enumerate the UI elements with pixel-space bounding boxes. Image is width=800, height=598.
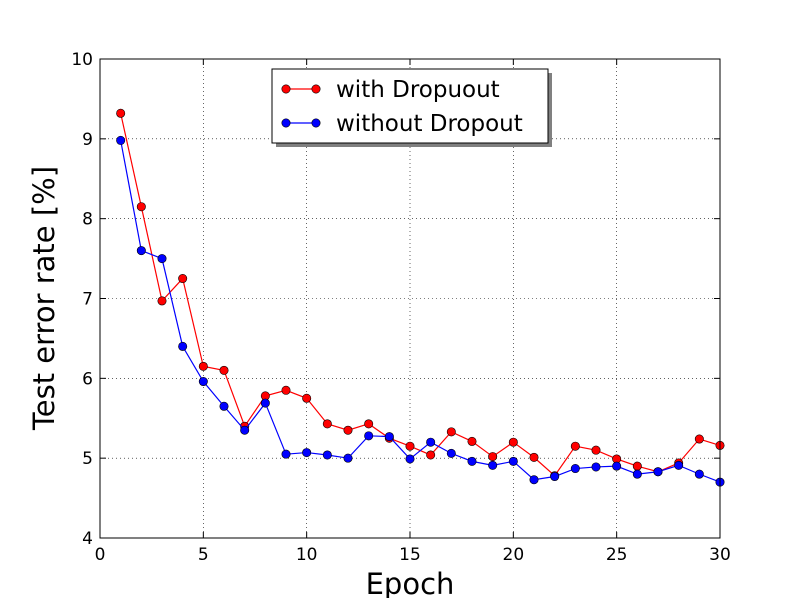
data-point-without-dropout: [157, 254, 167, 264]
data-point-without-dropout: [426, 437, 436, 447]
data-point-with-dropout: [302, 393, 312, 403]
data-point-without-dropout: [591, 462, 601, 472]
data-point-without-dropout: [136, 246, 146, 256]
data-point-without-dropout: [550, 472, 560, 482]
y-axis-title: Test error rate [%]: [27, 166, 61, 431]
data-point-without-dropout: [302, 448, 312, 458]
data-point-without-dropout: [178, 341, 188, 351]
legend-box: [271, 68, 549, 144]
data-point-without-dropout: [612, 461, 622, 471]
data-point-with-dropout: [405, 441, 415, 451]
data-point-without-dropout: [116, 135, 126, 145]
legend-entry-without-dropout: without Dropout: [281, 111, 523, 137]
data-point-without-dropout: [529, 475, 539, 485]
x-tick-label: 30: [709, 545, 731, 565]
x-tick-label: 15: [399, 545, 421, 565]
y-tick-label: 4: [82, 529, 93, 549]
data-point-with-dropout: [591, 445, 601, 455]
data-point-without-dropout: [322, 450, 332, 460]
data-point-without-dropout: [384, 432, 394, 442]
data-point-with-dropout: [694, 434, 704, 444]
x-tick-label: 0: [95, 545, 106, 565]
legend-label-with-dropout: with Dropuout: [336, 77, 500, 103]
data-point-without-dropout: [240, 425, 250, 435]
data-point-without-dropout: [467, 456, 477, 466]
legend-marker-without-dropout-right: [311, 118, 321, 128]
data-point-with-dropout: [136, 202, 146, 212]
data-point-with-dropout: [632, 461, 642, 471]
data-point-with-dropout: [178, 274, 188, 284]
x-tick-label: 25: [606, 545, 628, 565]
data-point-with-dropout: [157, 296, 167, 306]
data-point-without-dropout: [198, 377, 208, 387]
data-point-without-dropout: [219, 401, 229, 411]
data-point-with-dropout: [508, 437, 518, 447]
series-line-with-dropout: [120, 113, 721, 477]
x-tick-label: 5: [198, 545, 209, 565]
data-point-with-dropout: [426, 450, 436, 460]
data-point-with-dropout: [281, 385, 291, 395]
data-point-without-dropout: [364, 431, 374, 441]
data-point-without-dropout: [508, 456, 518, 466]
series-with-dropout: [116, 108, 725, 481]
data-point-with-dropout: [364, 419, 374, 429]
y-tick-label: 8: [82, 210, 93, 230]
data-point-with-dropout: [116, 108, 126, 118]
data-point-without-dropout: [405, 454, 415, 464]
series-line-without-dropout: [120, 140, 721, 483]
legend-entry-with-dropout: with Dropuout: [281, 77, 500, 103]
data-point-with-dropout: [322, 419, 332, 429]
tick-layer: 0 5 10 15 20 25 30 4 5 6 7 8 9 10: [71, 50, 730, 565]
legend-marker-with-dropout-left: [281, 84, 291, 94]
legend: with Dropuout without Dropout: [271, 68, 552, 147]
data-point-with-dropout: [446, 427, 456, 437]
data-point-with-dropout: [467, 436, 477, 446]
data-point-without-dropout: [446, 448, 456, 458]
legend-marker-with-dropout-right: [311, 84, 321, 94]
data-point-without-dropout: [570, 464, 580, 474]
data-point-with-dropout: [488, 452, 498, 462]
x-axis-title: Epoch: [366, 567, 455, 598]
x-tick-label: 10: [296, 545, 318, 565]
data-point-with-dropout: [343, 425, 353, 435]
data-point-without-dropout: [694, 469, 704, 479]
data-point-with-dropout: [570, 441, 580, 451]
series-without-dropout: [116, 135, 725, 487]
data-point-with-dropout: [198, 361, 208, 371]
legend-marker-without-dropout-left: [281, 118, 291, 128]
data-point-without-dropout: [653, 467, 663, 477]
x-tick-label: 20: [503, 545, 525, 565]
data-point-without-dropout: [343, 453, 353, 463]
y-tick-label: 6: [82, 369, 93, 389]
data-point-without-dropout: [488, 460, 498, 470]
y-tick-label: 7: [82, 290, 93, 310]
y-tick-label: 10: [71, 50, 93, 70]
series-layer: [116, 108, 725, 487]
data-point-without-dropout: [674, 460, 684, 470]
data-point-without-dropout: [632, 469, 642, 479]
data-point-without-dropout: [260, 398, 270, 408]
data-point-with-dropout: [529, 452, 539, 462]
legend-label-without-dropout: without Dropout: [336, 111, 523, 137]
y-tick-label: 9: [82, 130, 93, 150]
data-point-without-dropout: [281, 449, 291, 459]
y-tick-label: 5: [82, 449, 93, 469]
data-point-with-dropout: [219, 365, 229, 375]
